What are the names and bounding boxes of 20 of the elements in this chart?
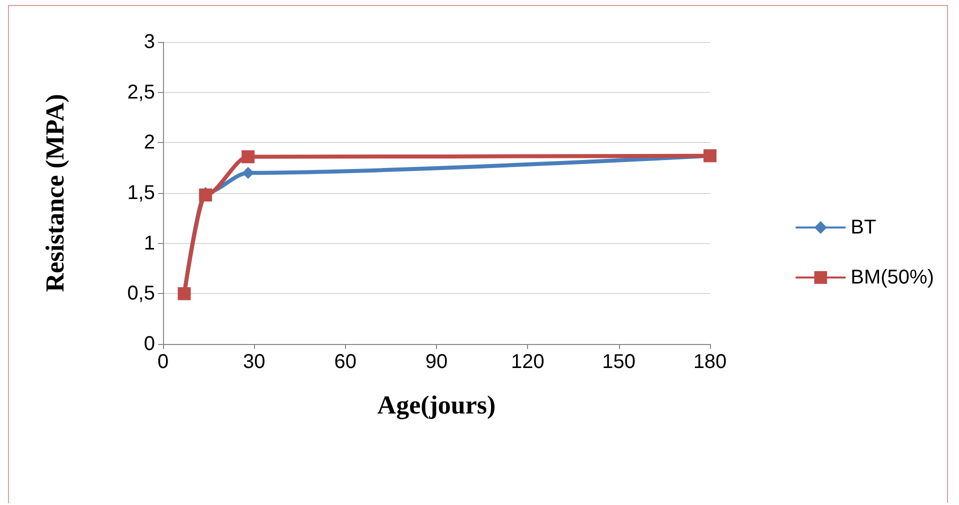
- y-tick-label: 0,5: [127, 282, 155, 305]
- y-tick-label: 1: [144, 232, 155, 254]
- x-tick-label: 180: [693, 351, 727, 373]
- y-tick-label: 0: [144, 333, 155, 355]
- y-axis-title: Resistance (MPA): [40, 94, 70, 292]
- y-tick-label: 2: [144, 132, 155, 154]
- point: [242, 150, 255, 164]
- x-tick-label: 30: [243, 351, 266, 373]
- x-tick-label: 0: [157, 351, 169, 373]
- y-tick-label: 3: [144, 31, 155, 53]
- y-tick-label: 2,5: [127, 81, 155, 104]
- x-tick-label: 120: [510, 351, 544, 373]
- y-tick-label: 1,5: [127, 182, 155, 204]
- x-tick-label: 90: [425, 351, 448, 373]
- legend-label: BT: [850, 216, 876, 238]
- x-tick-label: 150: [602, 351, 636, 373]
- x-tick-label: 60: [334, 351, 356, 373]
- legend-label: BM(50%): [850, 266, 934, 288]
- x-axis-title: Age(jours): [377, 390, 496, 420]
- point: [199, 188, 212, 202]
